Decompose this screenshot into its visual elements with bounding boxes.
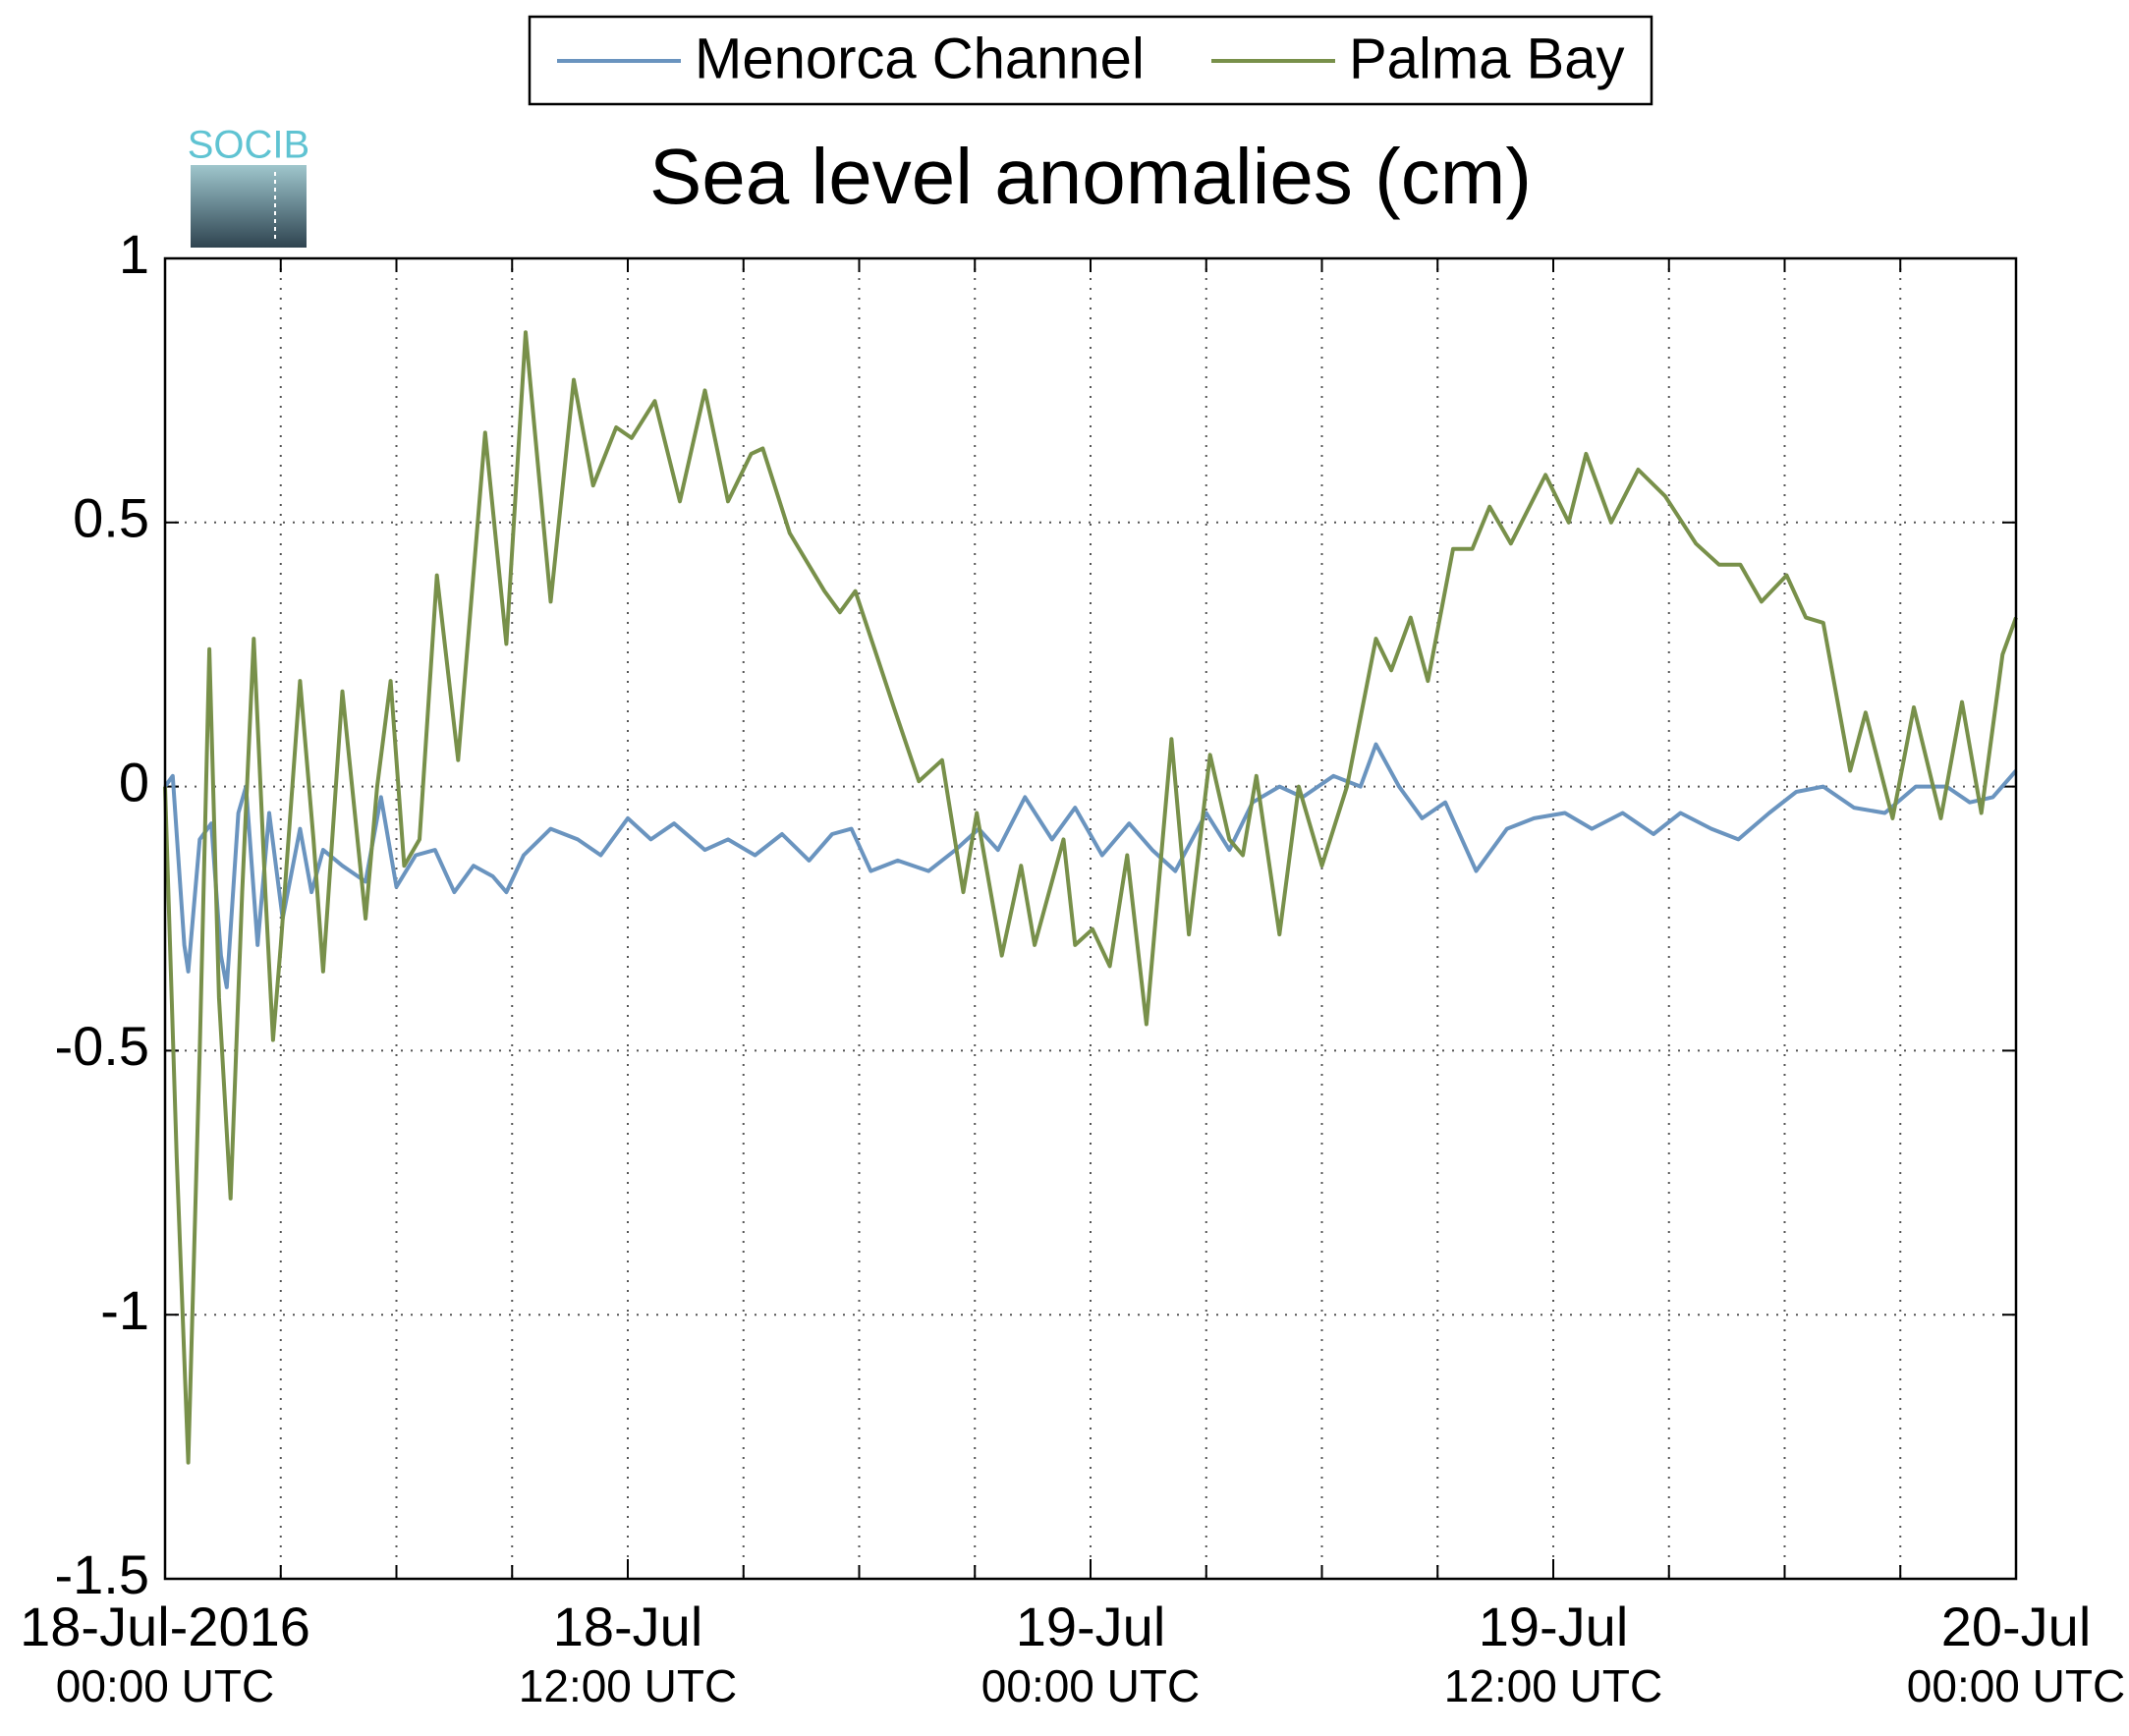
- series-line: [163, 742, 2018, 989]
- y-tick-label: 0: [119, 751, 149, 812]
- y-tick-label: -1: [100, 1279, 149, 1341]
- y-tick-label: -1.5: [55, 1543, 150, 1605]
- logo-block: [191, 165, 307, 248]
- y-tick-label: 0.5: [73, 487, 149, 549]
- logo-text: SOCIB: [188, 124, 309, 167]
- x-tick-label: 18-Jul 12:00 UTC: [519, 1596, 737, 1711]
- series-line: [163, 330, 2018, 1465]
- legend-label: Menorca Channel: [695, 27, 1145, 90]
- legend: Menorca Channel Palma Bay: [528, 15, 1653, 106]
- y-tick-label: -0.5: [55, 1015, 150, 1077]
- plot-frame: [163, 256, 2018, 1581]
- chart-title: Sea level anomalies (cm): [649, 133, 1532, 220]
- logo: SOCIB: [188, 124, 309, 248]
- x-tick-label: 20-Jul 00:00 UTC: [1907, 1596, 2125, 1711]
- legend-box: [528, 15, 1653, 106]
- legend-label: Palma Bay: [1349, 27, 1624, 90]
- x-tick-label: 19-Jul 00:00 UTC: [981, 1596, 1200, 1711]
- x-tick-label: 18-Jul-2016 00:00 UTC: [20, 1596, 310, 1711]
- x-tick-label: 19-Jul 12:00 UTC: [1444, 1596, 1662, 1711]
- y-tick-label: 1: [119, 223, 149, 285]
